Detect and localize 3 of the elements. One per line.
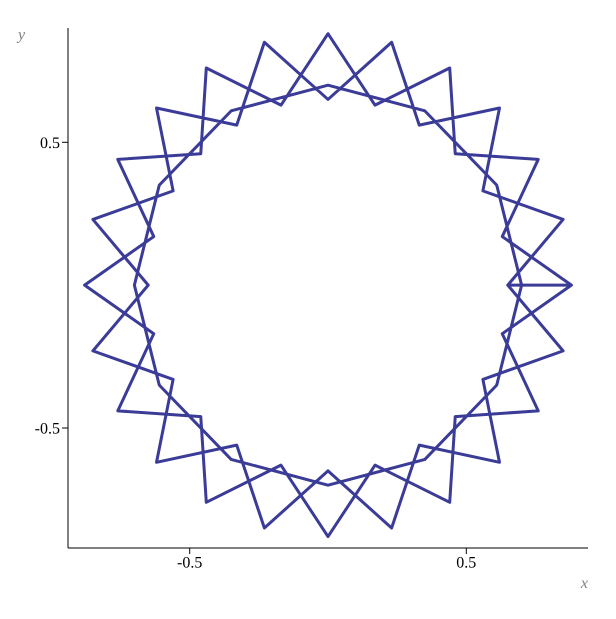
y-axis-title: y <box>16 26 26 44</box>
x-axis-title: x <box>580 575 588 592</box>
line-series <box>83 32 573 538</box>
